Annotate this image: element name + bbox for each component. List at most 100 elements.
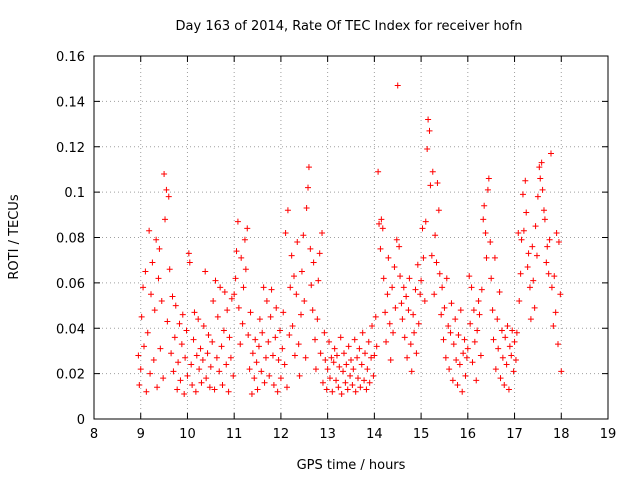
axis-ticks: 8 9 10 11 12 13 14 15 16 17 18 19 0 0.02 0.04 0.06 0.08 0… — [56, 50, 616, 442]
data-point — [529, 243, 536, 250]
data-point — [157, 345, 164, 352]
x-tick-label: 9 — [137, 427, 145, 442]
data-point — [425, 116, 432, 123]
data-point — [380, 275, 387, 282]
data-point — [396, 243, 403, 250]
data-point — [520, 227, 527, 234]
data-point — [377, 245, 384, 252]
data-point — [438, 311, 445, 318]
data-point — [558, 368, 565, 375]
data-point — [551, 273, 558, 280]
data-point — [340, 350, 347, 357]
data-point — [284, 207, 291, 214]
data-point — [234, 218, 241, 225]
x-tick-label: 11 — [226, 427, 243, 442]
data-point — [286, 332, 293, 339]
data-point — [512, 357, 519, 364]
data-point — [274, 388, 281, 395]
data-point — [477, 352, 484, 359]
data-point — [495, 345, 502, 352]
data-point — [146, 227, 153, 234]
data-point — [300, 232, 307, 239]
data-point — [441, 304, 448, 311]
data-point — [499, 354, 506, 361]
data-point — [405, 307, 412, 314]
data-point — [161, 170, 168, 177]
data-point — [235, 304, 242, 311]
data-point — [515, 229, 522, 236]
data-point — [282, 229, 289, 236]
data-point — [481, 202, 488, 209]
data-point — [186, 259, 193, 266]
data-point — [397, 273, 404, 280]
data-point — [474, 327, 481, 334]
data-point — [248, 391, 255, 398]
data-point — [347, 372, 354, 379]
chart-title: Day 163 of 2014, Rate Of TEC Index for r… — [176, 19, 523, 34]
data-point — [488, 275, 495, 282]
data-point — [476, 311, 483, 318]
data-point — [138, 313, 145, 320]
data-point — [184, 372, 191, 379]
data-point — [502, 334, 509, 341]
data-point — [255, 343, 262, 350]
data-point — [492, 366, 499, 373]
data-point — [406, 275, 413, 282]
data-point — [148, 291, 155, 298]
data-point — [454, 381, 461, 388]
data-point — [183, 327, 190, 334]
data-point — [199, 357, 206, 364]
data-point — [203, 375, 210, 382]
y-tick-label: 0.04 — [56, 322, 85, 337]
data-point — [414, 261, 421, 268]
data-point — [283, 384, 290, 391]
data-point — [315, 277, 322, 284]
data-point — [170, 368, 177, 375]
data-point — [470, 307, 477, 314]
data-point — [446, 366, 453, 373]
data-point — [387, 357, 394, 364]
data-point — [268, 286, 275, 293]
data-point — [370, 372, 377, 379]
data-point — [552, 309, 559, 316]
data-point — [281, 361, 288, 368]
data-point — [164, 318, 171, 325]
data-point — [522, 177, 529, 184]
data-point — [162, 216, 169, 223]
data-point — [532, 223, 539, 230]
data-point — [548, 284, 555, 291]
data-point — [399, 316, 406, 323]
data-point — [531, 304, 538, 311]
data-point — [506, 343, 513, 350]
data-point — [140, 343, 147, 350]
data-point — [417, 291, 424, 298]
data-point — [404, 354, 411, 361]
data-point — [202, 268, 209, 275]
data-point — [431, 291, 438, 298]
data-point — [497, 375, 504, 382]
data-point — [379, 225, 386, 232]
data-point — [524, 263, 531, 270]
data-point — [376, 220, 383, 227]
data-point — [149, 259, 156, 266]
data-point — [368, 354, 375, 361]
data-point — [253, 359, 260, 366]
data-point — [323, 386, 330, 393]
data-point — [498, 327, 505, 334]
data-point — [533, 252, 540, 259]
data-point — [168, 350, 175, 357]
data-point — [362, 350, 369, 357]
data-point — [555, 341, 562, 348]
data-point — [427, 182, 434, 189]
data-point — [457, 307, 464, 314]
data-point — [136, 381, 143, 388]
x-tick-label: 14 — [366, 427, 383, 442]
data-point — [317, 350, 324, 357]
data-point — [356, 345, 363, 352]
data-point — [179, 311, 186, 318]
data-point — [336, 363, 343, 370]
data-point — [225, 388, 232, 395]
data-point — [335, 384, 342, 391]
data-point — [230, 372, 237, 379]
data-point — [517, 270, 524, 277]
